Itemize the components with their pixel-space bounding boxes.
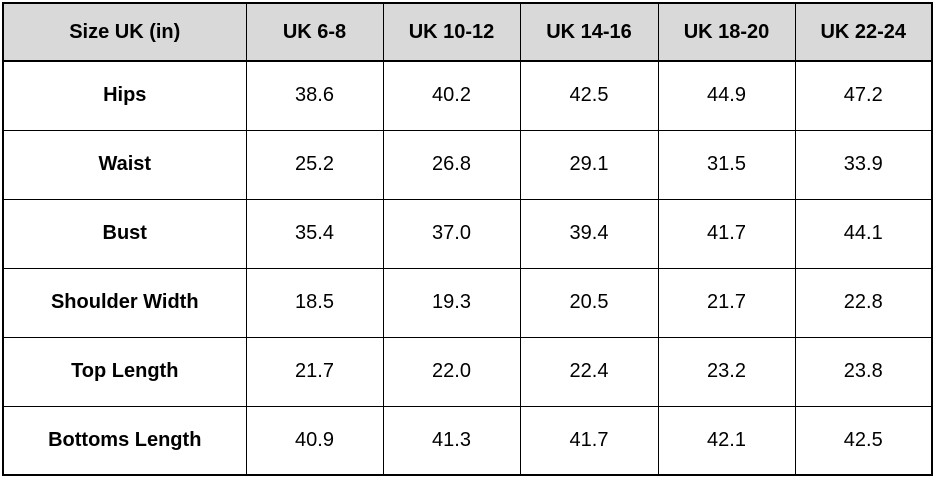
row-label-hips: Hips (2, 60, 247, 131)
table-row-hips: Hips 38.6 40.2 42.5 44.9 47.2 (2, 60, 933, 131)
value-cell: 42.5 (519, 60, 659, 131)
value-cell: 20.5 (519, 267, 659, 338)
value-cell: 42.1 (657, 405, 796, 476)
value-cell: 40.2 (382, 60, 521, 131)
header-cell-size-uk: Size UK (in) (2, 2, 247, 62)
value-cell: 41.7 (657, 198, 796, 269)
table-row-bust: Bust 35.4 37.0 39.4 41.7 44.1 (2, 198, 933, 269)
table-row-top-length: Top Length 21.7 22.0 22.4 23.2 23.8 (2, 336, 933, 407)
value-cell: 25.2 (245, 129, 384, 200)
value-cell: 44.9 (657, 60, 796, 131)
header-cell-uk-18-20: UK 18-20 (657, 2, 796, 62)
value-cell: 38.6 (245, 60, 384, 131)
header-cell-uk-6-8: UK 6-8 (245, 2, 384, 62)
row-label-top-length: Top Length (2, 336, 247, 407)
row-label-bottoms-length: Bottoms Length (2, 405, 247, 476)
value-cell: 22.0 (382, 336, 521, 407)
table-row-shoulder-width: Shoulder Width 18.5 19.3 20.5 21.7 22.8 (2, 267, 933, 338)
value-cell: 29.1 (519, 129, 659, 200)
value-cell: 21.7 (657, 267, 796, 338)
value-cell: 35.4 (245, 198, 384, 269)
value-cell: 22.4 (519, 336, 659, 407)
value-cell: 18.5 (245, 267, 384, 338)
value-cell: 37.0 (382, 198, 521, 269)
value-cell: 42.5 (794, 405, 933, 476)
value-cell: 23.8 (794, 336, 933, 407)
value-cell: 21.7 (245, 336, 384, 407)
value-cell: 19.3 (382, 267, 521, 338)
value-cell: 40.9 (245, 405, 384, 476)
value-cell: 22.8 (794, 267, 933, 338)
value-cell: 44.1 (794, 198, 933, 269)
table-row-bottoms-length: Bottoms Length 40.9 41.3 41.7 42.1 42.5 (2, 405, 933, 476)
table-row-waist: Waist 25.2 26.8 29.1 31.5 33.9 (2, 129, 933, 200)
row-label-bust: Bust (2, 198, 247, 269)
value-cell: 47.2 (794, 60, 933, 131)
value-cell: 41.3 (382, 405, 521, 476)
header-cell-uk-14-16: UK 14-16 (519, 2, 659, 62)
header-cell-uk-10-12: UK 10-12 (382, 2, 521, 62)
value-cell: 31.5 (657, 129, 796, 200)
value-cell: 33.9 (794, 129, 933, 200)
header-row: Size UK (in) UK 6-8 UK 10-12 UK 14-16 UK… (2, 2, 933, 62)
value-cell: 41.7 (519, 405, 659, 476)
row-label-shoulder-width: Shoulder Width (2, 267, 247, 338)
value-cell: 23.2 (657, 336, 796, 407)
value-cell: 39.4 (519, 198, 659, 269)
value-cell: 26.8 (382, 129, 521, 200)
header-cell-uk-22-24: UK 22-24 (794, 2, 933, 62)
row-label-waist: Waist (2, 129, 247, 200)
